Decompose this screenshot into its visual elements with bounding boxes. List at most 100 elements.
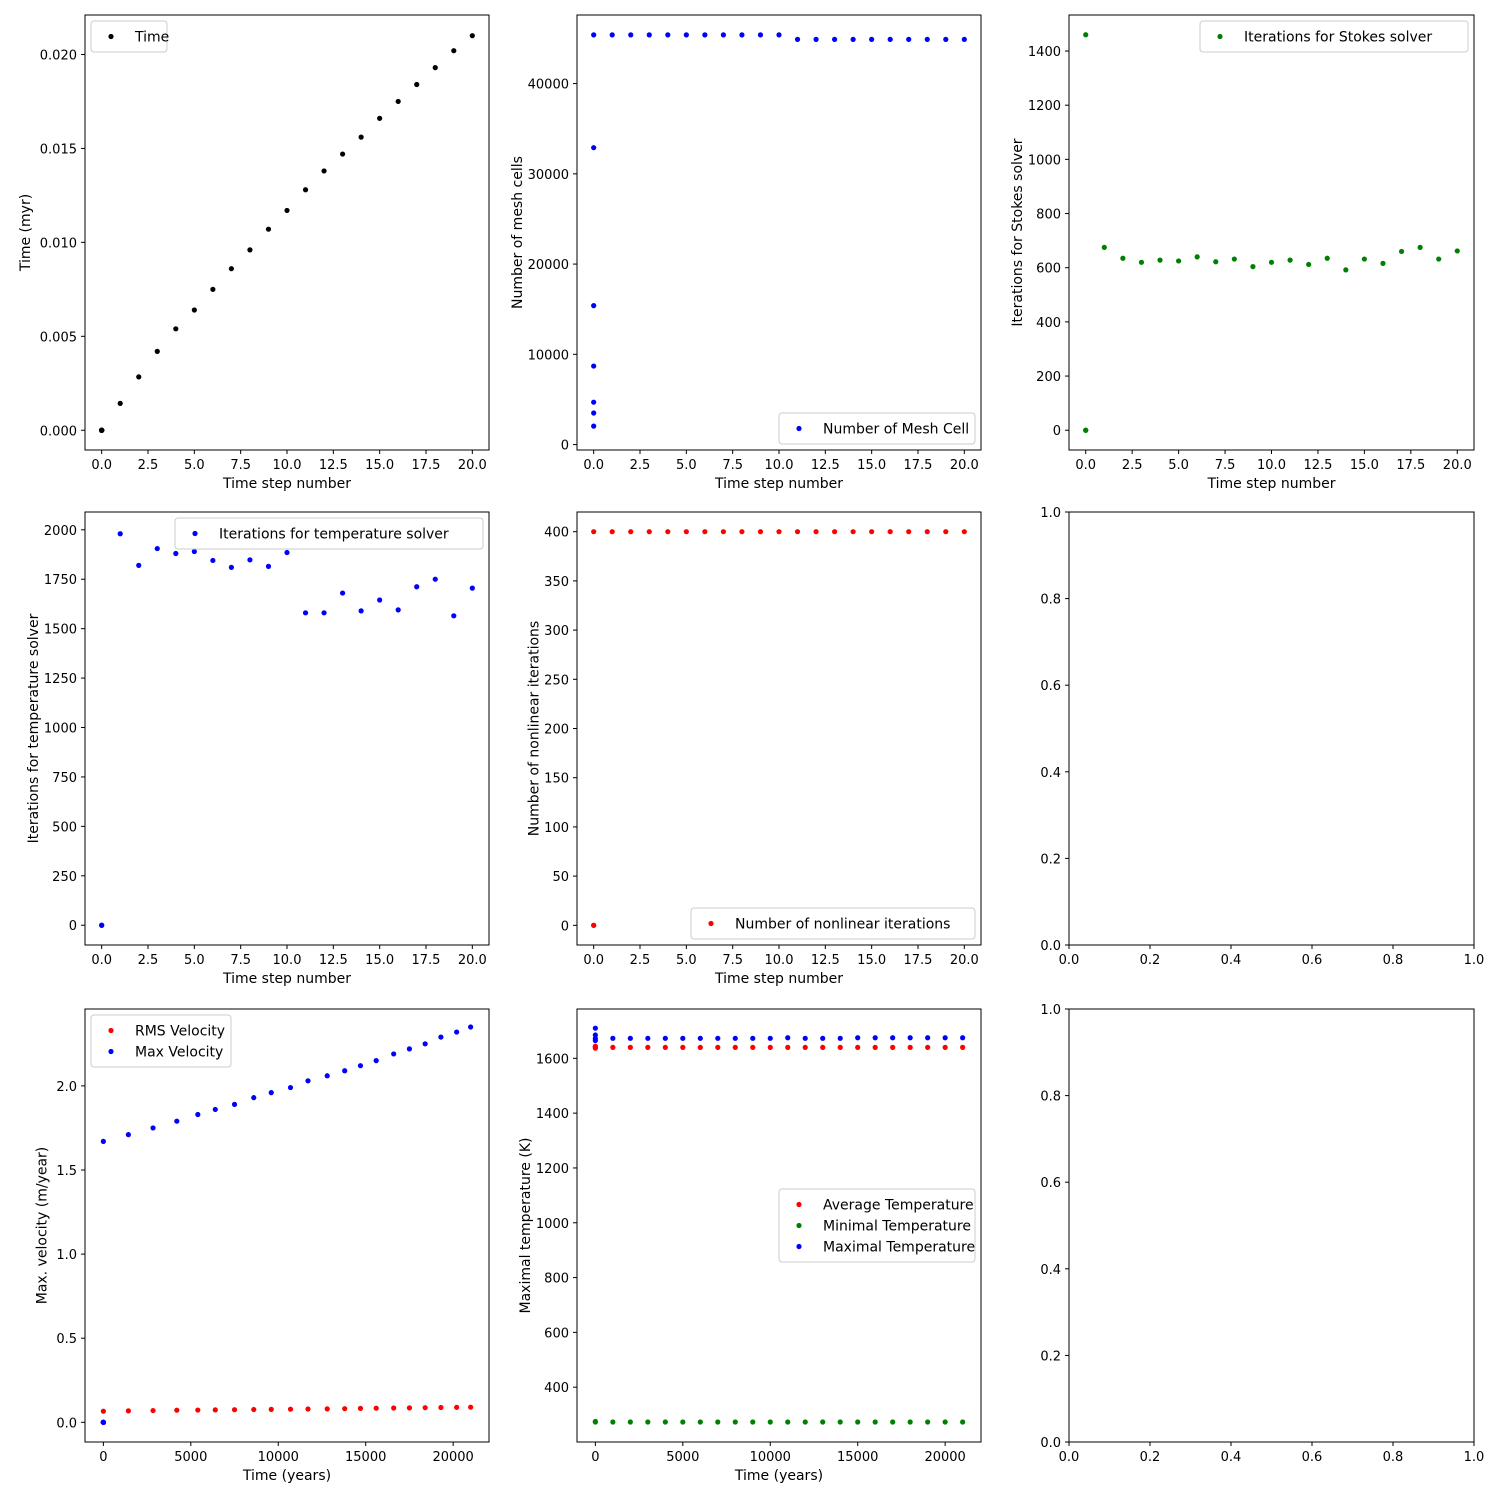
y-tick-label: 1.5: [56, 1164, 77, 1179]
data-point: [715, 1035, 721, 1041]
data-point: [680, 1035, 686, 1041]
data-point: [591, 303, 597, 309]
y-tick-label: 250: [52, 870, 77, 885]
data-point: [785, 1044, 791, 1050]
legend-marker: [796, 1243, 802, 1250]
x-tick-label: 5.0: [676, 458, 697, 473]
data-point: [1361, 256, 1367, 262]
data-point: [117, 400, 123, 406]
x-tick-label: 1.0: [1464, 953, 1485, 968]
y-tick-label: 1.0: [1040, 1003, 1061, 1018]
data-point: [627, 1044, 633, 1050]
x-tick-label: 0.0: [583, 953, 604, 968]
data-point: [820, 1035, 826, 1041]
x-tick-label: 20.0: [458, 953, 487, 968]
x-tick-label: 10.0: [1257, 458, 1286, 473]
data-point: [1157, 257, 1163, 263]
y-tick-label: 800: [544, 1272, 569, 1287]
data-point: [591, 922, 597, 928]
data-point: [1194, 254, 1200, 260]
legend-marker: [796, 1201, 802, 1208]
data-point: [890, 1044, 896, 1050]
data-point: [925, 1035, 931, 1041]
x-tick-label: 17.5: [904, 458, 933, 473]
data-point: [609, 32, 615, 38]
data-point: [321, 168, 327, 174]
data-point: [287, 1406, 294, 1412]
x-tick-label: 15.0: [857, 458, 886, 473]
data-point: [1417, 244, 1423, 250]
data-point: [610, 1419, 616, 1425]
data-point: [265, 226, 272, 232]
data-point: [646, 32, 652, 38]
data-point: [414, 584, 420, 590]
x-tick-label: 0.0: [91, 458, 112, 473]
x-tick-label: 0.4: [1221, 1450, 1242, 1465]
data-point: [715, 1419, 721, 1425]
data-point: [785, 1419, 791, 1425]
data-point: [1083, 32, 1089, 38]
x-axis-label: Time step number: [222, 971, 351, 987]
data-point: [342, 1068, 348, 1074]
x-tick-label: 10000: [258, 1450, 299, 1465]
data-point: [469, 585, 475, 591]
data-point: [907, 1044, 913, 1050]
x-tick-label: 5.0: [184, 953, 205, 968]
y-axis-label: Time (myr): [18, 194, 34, 272]
data-point: [757, 529, 764, 535]
data-point: [872, 1044, 878, 1050]
data-point: [680, 1419, 686, 1425]
data-point: [339, 151, 346, 157]
y-tick-label: 0.6: [1040, 1176, 1061, 1191]
y-tick-label: 1.0: [56, 1248, 77, 1263]
data-point: [750, 1035, 756, 1041]
data-point: [591, 423, 597, 429]
x-tick-label: 20.0: [950, 953, 979, 968]
data-point: [324, 1073, 330, 1079]
y-tick-label: 200: [544, 723, 569, 738]
x-tick-label: 0.2: [1140, 953, 1161, 968]
data-point: [284, 549, 290, 556]
legend: RMS Velocity Max Velocity: [90, 1014, 232, 1068]
plot-frame: [1068, 14, 1475, 451]
plot-frame: [84, 511, 490, 946]
data-point: [1436, 256, 1442, 262]
data-point: [432, 576, 438, 582]
y-tick-label: 2.0: [56, 1080, 77, 1095]
y-tick-label: 0.4: [1040, 766, 1061, 781]
data-point: [1343, 267, 1349, 273]
data-point: [813, 529, 819, 535]
data-point: [942, 1044, 948, 1050]
data-point: [174, 1118, 180, 1124]
legend-box: [690, 907, 976, 940]
data-point: [231, 1407, 238, 1413]
data-point: [247, 557, 253, 563]
data-point: [324, 1406, 330, 1412]
data-point: [592, 1418, 598, 1425]
data-point: [628, 32, 634, 38]
x-tick-label: 0.6: [1302, 1450, 1323, 1465]
data-point: [191, 307, 197, 313]
y-tick-label: 50: [552, 870, 569, 885]
y-tick-label: 1400: [1028, 45, 1061, 60]
data-point: [1213, 259, 1219, 265]
data-point: [268, 1406, 274, 1412]
y-tick-label: 0.8: [1040, 1090, 1061, 1105]
data-point: [406, 1405, 413, 1411]
data-point: [943, 36, 949, 42]
data-point: [321, 610, 327, 616]
x-tick-label: 10.0: [765, 458, 794, 473]
data-point: [1138, 259, 1145, 265]
legend-label: Maximal Temperature: [823, 1240, 975, 1256]
data-point: [662, 1044, 668, 1050]
y-tick-label: 0.005: [40, 330, 77, 345]
data-point: [592, 1032, 598, 1038]
legend-box: [1199, 20, 1469, 53]
plot-frame: [576, 1008, 982, 1443]
y-tick-label: 1000: [1028, 153, 1061, 168]
data-point: [136, 374, 142, 380]
x-tick-label: 20000: [432, 1450, 473, 1465]
data-point: [231, 1101, 238, 1107]
y-tick-label: 0.0: [56, 1416, 77, 1431]
data-point: [627, 1419, 633, 1425]
